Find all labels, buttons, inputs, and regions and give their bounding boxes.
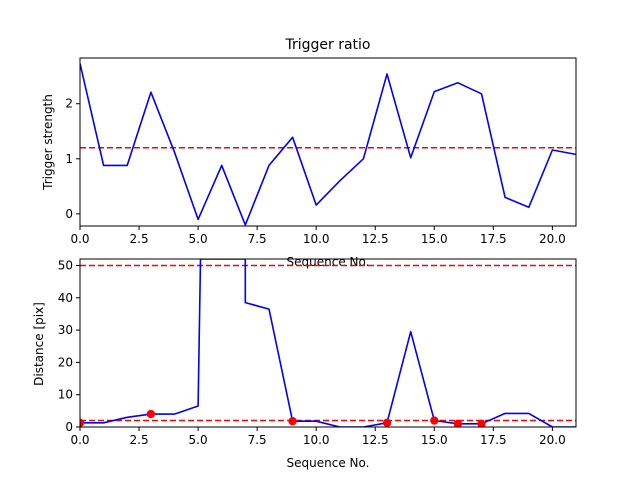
data-point	[80, 418, 85, 427]
data-point	[382, 418, 392, 427]
x-tick-label: 20.0	[539, 433, 566, 447]
data-point	[430, 416, 439, 425]
y-tick-label: 0	[65, 207, 73, 221]
x-tick-label: 12.5	[362, 232, 389, 246]
y-tick-label: 30	[58, 323, 73, 337]
x-tick-label: 12.5	[362, 433, 389, 447]
series-line	[80, 63, 576, 226]
y-tick-label: 20	[58, 355, 73, 369]
data-point	[477, 419, 486, 427]
y-tick-label: 1	[65, 152, 73, 166]
x-tick-label: 0.0	[70, 232, 89, 246]
x-tick-label: 2.5	[130, 433, 149, 447]
data-point	[146, 409, 156, 419]
trigger-ratio-plot: Trigger ratio 0.0 2.5 5.0 7.5 10.0 12.5 15.0 17…	[41, 37, 577, 269]
x-tick-label: 10.0	[303, 433, 330, 447]
x-tick-label: 2.5	[130, 232, 149, 246]
x-tick-label: 5.0	[189, 433, 208, 447]
x-tick-label: 20.0	[539, 232, 566, 246]
x-tick-label: 15.0	[421, 433, 448, 447]
y-tick-label: 0	[65, 420, 73, 434]
axes-frame	[79, 258, 577, 428]
x-tick-label: 17.5	[480, 433, 507, 447]
x-tick-label: 15.0	[421, 232, 448, 246]
chart-title: Trigger ratio	[284, 37, 370, 53]
x-tick-label: 7.5	[248, 232, 267, 246]
axes-frame	[79, 57, 577, 227]
x-tick-label: 0.0	[70, 433, 89, 447]
y-tick-label: 2	[65, 97, 73, 111]
y-axis-label: Trigger strength	[41, 94, 55, 191]
y-axis-label: Distance [pix]	[32, 302, 46, 386]
y-tick-label: 50	[58, 258, 73, 272]
y-tick-label: 40	[58, 291, 73, 305]
x-axis-label: Sequence No.	[287, 255, 370, 269]
distance-plot: 0.0 2.5 5.0 7.5 10.0 12.5 15.0 17.5 20.0 0 10 20 30 4…	[32, 258, 577, 470]
series-line	[80, 259, 576, 427]
data-point	[288, 416, 297, 426]
x-tick-label: 5.0	[189, 232, 208, 246]
x-tick-label: 17.5	[480, 232, 507, 246]
x-tick-label: 7.5	[248, 433, 267, 447]
x-axis-label: Sequence No.	[287, 456, 370, 470]
x-tick-label: 10.0	[303, 232, 330, 246]
data-point	[453, 419, 463, 427]
y-tick-label: 10	[58, 388, 73, 402]
